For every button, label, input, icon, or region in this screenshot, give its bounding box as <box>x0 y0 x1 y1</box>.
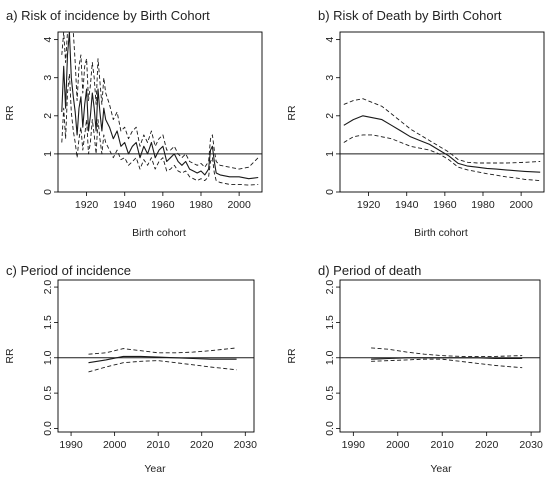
panel-d: d) Period of death Year RR 0.0 0.5 1.0 1.5 2… <box>286 263 543 475</box>
y-tick-label: 2 <box>324 113 336 119</box>
y-tick-label: 1.0 <box>324 350 336 365</box>
x-tick-label: 1960 <box>433 199 457 211</box>
confidence-bound-line <box>61 73 259 186</box>
y-tick-label: 1 <box>42 151 54 157</box>
confidence-bound-line <box>343 134 541 182</box>
x-axis-title: Year <box>430 463 452 475</box>
x-tick-label: 2010 <box>146 439 170 451</box>
confidence-bound-line <box>88 360 237 373</box>
plot-area: 0.0 0.5 1.0 1.5 2.0 1990 2000 2010 2020 2030 <box>42 279 258 451</box>
x-tick-label: 1990 <box>59 439 83 451</box>
y-tick-label: 1.5 <box>324 315 336 330</box>
x-tick-label: 2020 <box>190 439 214 451</box>
plot-frame <box>57 279 255 433</box>
x-tick-label: 2030 <box>519 439 543 451</box>
confidence-bound-line <box>61 31 259 170</box>
y-tick-label: 2.0 <box>324 280 336 295</box>
estimate-line <box>343 115 541 173</box>
y-axis-title: RR <box>286 105 298 121</box>
x-tick-label: 2000 <box>227 199 251 211</box>
y-tick-label: 0.0 <box>42 421 54 436</box>
x-tick-label: 1940 <box>113 199 137 211</box>
y-axis-title: RR <box>4 348 16 364</box>
x-tick-label: 1940 <box>395 199 419 211</box>
y-tick-label: 1.5 <box>42 315 54 330</box>
y-tick-label: 4 <box>42 37 54 43</box>
plot-area: 0 1 2 3 4 1920 1940 1960 1980 2000 <box>42 31 263 211</box>
x-tick-label: 1960 <box>151 199 175 211</box>
y-tick-label: 1 <box>324 151 336 157</box>
confidence-bound-line <box>343 98 541 164</box>
y-tick-label: 0.5 <box>42 386 54 401</box>
plot-frame <box>57 31 263 193</box>
y-tick-label: 0.0 <box>324 421 336 436</box>
panel-a: a) Risk of incidence by Birth Cohort Bir… <box>4 8 263 239</box>
x-tick-label: 2000 <box>103 439 127 451</box>
x-tick-label: 2000 <box>509 199 533 211</box>
estimate-line <box>61 31 259 180</box>
x-axis-title: Year <box>144 463 166 475</box>
y-tick-label: 3 <box>42 75 54 81</box>
x-tick-label: 1920 <box>75 199 99 211</box>
confidence-bound-line <box>371 358 523 369</box>
y-tick-label: 2 <box>42 113 54 119</box>
y-tick-label: 4 <box>324 37 336 43</box>
x-tick-label: 2010 <box>431 439 455 451</box>
x-tick-label: 1980 <box>471 199 495 211</box>
estimate-line <box>371 357 523 360</box>
x-axis-title: Birth cohort <box>132 227 186 239</box>
x-tick-label: 1980 <box>189 199 213 211</box>
x-tick-label: 1920 <box>357 199 381 211</box>
y-axis-title: RR <box>286 348 298 364</box>
panel-b: b) Risk of Death by Birth Cohort Birth c… <box>286 8 545 239</box>
x-tick-label: 1990 <box>342 439 366 451</box>
plot-area: 0.0 0.5 1.0 1.5 2.0 1990 2000 2010 2020 2030 <box>324 279 543 451</box>
y-tick-label: 2.0 <box>42 280 54 295</box>
plot-frame <box>339 31 545 193</box>
plot-area: 0 1 2 3 4 1920 1940 1960 1980 2000 <box>324 31 545 211</box>
y-axis-title: RR <box>4 105 16 121</box>
plot-frame <box>339 279 541 433</box>
panel-title: a) Risk of incidence by Birth Cohort <box>6 8 210 23</box>
panel-title: b) Risk of Death by Birth Cohort <box>318 8 502 23</box>
estimate-line <box>88 355 237 364</box>
x-tick-label: 2020 <box>475 439 499 451</box>
y-tick-label: 0.5 <box>324 386 336 401</box>
panel-c: c) Period of incidence Year RR 0.0 0.5 1.0… <box>4 263 257 475</box>
y-tick-label: 3 <box>324 75 336 81</box>
y-tick-label: 0 <box>42 189 54 195</box>
panel-title: d) Period of death <box>318 263 421 278</box>
x-tick-label: 2000 <box>386 439 410 451</box>
panel-title: c) Period of incidence <box>6 263 131 278</box>
y-tick-label: 0 <box>324 189 336 195</box>
x-tick-label: 2030 <box>234 439 258 451</box>
confidence-bound-line <box>88 347 237 355</box>
y-tick-label: 1.0 <box>42 350 54 365</box>
x-axis-title: Birth cohort <box>414 227 468 239</box>
confidence-bound-line <box>371 347 523 357</box>
